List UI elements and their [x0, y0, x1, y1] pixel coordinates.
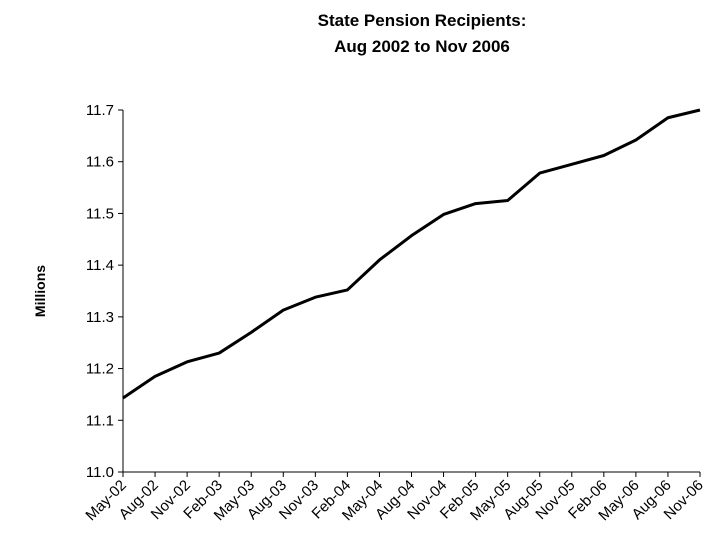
- y-tick-label: 11.2: [86, 361, 114, 378]
- chart-title: State Pension Recipients:: [318, 11, 527, 30]
- y-axis-label: Millions: [32, 265, 48, 317]
- y-tick-label: 11.0: [86, 464, 114, 481]
- line-series: [122, 108, 701, 400]
- chart-subtitle: Aug 2002 to Nov 2006: [334, 37, 510, 56]
- y-tick-label: 11.4: [86, 257, 114, 274]
- y-tick-label: 11.3: [86, 309, 114, 326]
- y-tick-label: 11.1: [86, 412, 114, 429]
- y-tick-label: 11.6: [86, 154, 114, 171]
- y-tick-label: 11.5: [86, 205, 114, 222]
- y-tick-label: 11.7: [86, 102, 114, 119]
